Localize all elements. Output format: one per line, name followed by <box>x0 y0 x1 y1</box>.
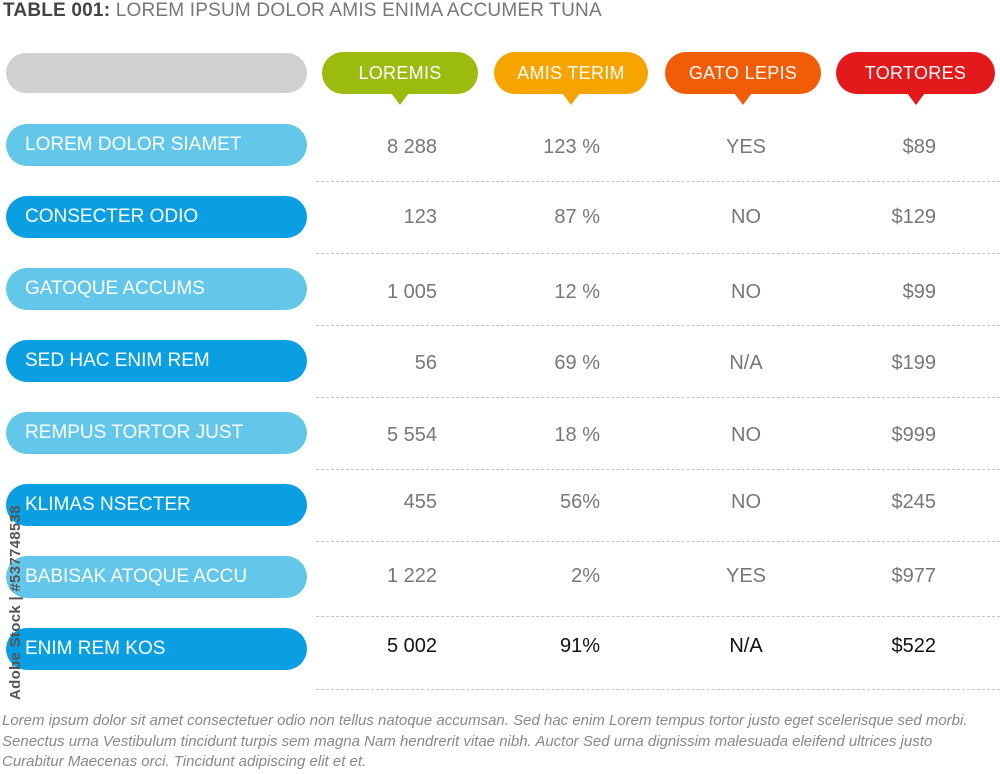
column-header-amis-terim: AMIS TERIM <box>494 52 648 105</box>
row-label-pill: ENIM REM KOS <box>6 628 307 670</box>
row-divider <box>316 253 1000 254</box>
row-label-pill: REMPUS TORTOR JUST <box>6 412 307 454</box>
table-cell: N/A <box>729 352 763 374</box>
table-cell: 5 002 <box>386 635 437 657</box>
header-corner-pill <box>6 53 307 93</box>
table-title-number: TABLE 001: <box>3 0 111 21</box>
column-header-label: GATO LEPIS <box>688 62 798 83</box>
table-cell: N/A <box>729 635 763 657</box>
row-label: ENIM REM KOS <box>25 638 166 659</box>
table-cell: 455 <box>403 491 437 513</box>
table-cell: 56 <box>414 352 437 374</box>
table-cell: 69 % <box>554 352 600 374</box>
table-cell: $977 <box>891 565 937 587</box>
table-cell: 56% <box>559 491 600 513</box>
row-label-pill: SED HAC ENIM REM <box>6 340 307 382</box>
table-cell: $99 <box>902 281 936 303</box>
table-cell: 1 222 <box>386 565 437 587</box>
column-header-gato-lepis: GATO LEPIS <box>665 52 821 105</box>
table-cell: $999 <box>891 424 937 446</box>
table-cell: 91% <box>559 635 600 657</box>
row-label-pill: LOREM DOLOR SIAMET <box>6 124 307 166</box>
table-title: TABLE 001: LOREM IPSUM DOLOR AMIS ENIMA … <box>3 0 602 22</box>
row-label: SED HAC ENIM REM <box>25 350 210 371</box>
table-cell: NO <box>731 281 761 303</box>
row-label-pill: GATOQUE ACCUMS <box>6 268 307 310</box>
column-header-tortores: TORTORES <box>836 52 995 105</box>
table-cell: 87 % <box>554 206 600 228</box>
footnote-text: Lorem ipsum dolor sit amet consectetuer … <box>2 712 968 770</box>
table-cell: 12 % <box>554 281 600 303</box>
table-cell: 5 554 <box>386 424 437 446</box>
stock-watermark: Adobe Stock | #537748538 <box>7 505 25 700</box>
watermark-text: Adobe Stock | #537748538 <box>7 505 24 700</box>
table-cell: 18 % <box>554 424 600 446</box>
row-label: BABISAK ATOQUE ACCU <box>25 566 248 587</box>
column-header-loremis: LOREMIS <box>322 52 478 105</box>
row-divider <box>316 469 1000 470</box>
table-cell: 1 005 <box>386 281 437 303</box>
row-label-pill: KLIMAS NSECTER <box>6 484 307 526</box>
row-divider <box>316 325 1000 326</box>
table-title-text: LOREM IPSUM DOLOR AMIS ENIMA ACCUMER TUN… <box>115 0 602 21</box>
table-cell: NO <box>731 424 761 446</box>
table-cell: YES <box>725 565 767 587</box>
table-cell: YES <box>725 136 767 158</box>
table-cell: $522 <box>891 635 937 657</box>
table-cell: 123 % <box>543 136 600 158</box>
table-cell: NO <box>731 491 761 513</box>
row-divider <box>316 181 1000 182</box>
row-label: CONSECTER ODIO <box>25 206 199 227</box>
table-cell: $89 <box>902 136 936 158</box>
row-label: REMPUS TORTOR JUST <box>25 422 244 443</box>
table-cell: $245 <box>891 491 937 513</box>
row-label: KLIMAS NSECTER <box>25 494 191 515</box>
row-divider <box>316 397 1000 398</box>
table-cell: $129 <box>891 206 937 228</box>
row-label-pill: CONSECTER ODIO <box>6 196 307 238</box>
table-cell: 8 288 <box>386 136 437 158</box>
column-header-label: LOREMIS <box>358 62 442 83</box>
row-label: LOREM DOLOR SIAMET <box>25 134 242 155</box>
table-cell: 123 <box>403 206 437 228</box>
column-header-label: AMIS TERIM <box>517 62 625 83</box>
table-cell: $199 <box>891 352 937 374</box>
table-cell: NO <box>731 206 761 228</box>
row-divider <box>316 689 1000 690</box>
row-label: GATOQUE ACCUMS <box>25 278 205 299</box>
row-divider <box>316 616 1000 617</box>
row-label-pill: BABISAK ATOQUE ACCU <box>6 556 307 598</box>
column-header-label: TORTORES <box>864 62 967 83</box>
table-cell: 2% <box>571 565 600 587</box>
row-divider <box>316 541 1000 542</box>
